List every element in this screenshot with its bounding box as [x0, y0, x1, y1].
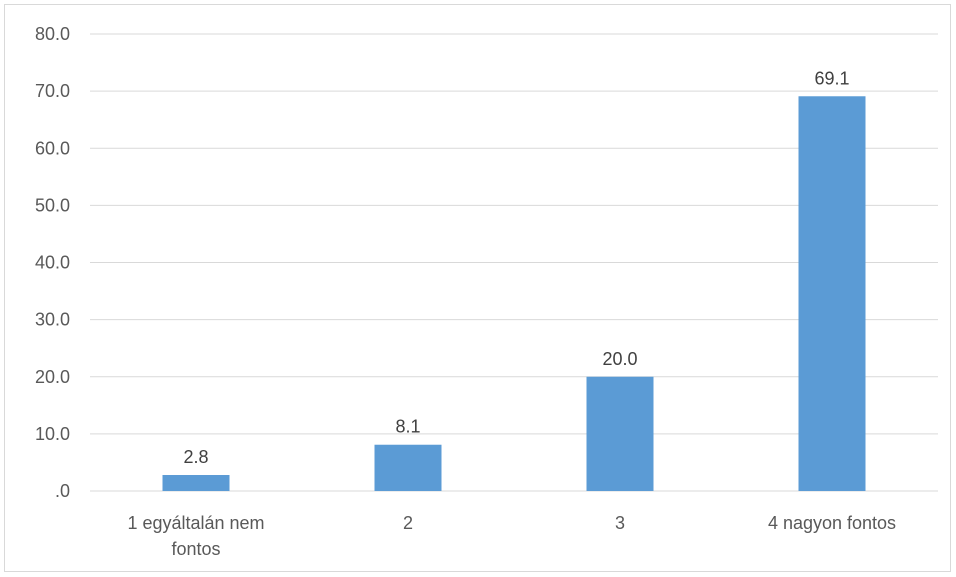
y-axis-tick-labels: .0 10.0 20.0 30.0 40.0 50.0 60.0 70.0 80.0: [35, 24, 70, 501]
y-tick-label: 60.0: [35, 138, 70, 158]
y-tick-label: 70.0: [35, 81, 70, 101]
data-label: 2.8: [183, 447, 208, 467]
y-tick-label: 40.0: [35, 253, 70, 273]
category-label-line: 4 nagyon fontos: [768, 513, 896, 533]
bar: [374, 444, 442, 491]
data-labels: 2.8 8.1 20.0 69.1: [183, 68, 849, 467]
y-tick-label: 20.0: [35, 367, 70, 387]
data-label: 20.0: [602, 349, 637, 369]
bars: [162, 96, 866, 492]
category-label-line: fontos: [171, 539, 220, 559]
category-label-line: 1 egyáltalán nem: [127, 513, 264, 533]
bar: [162, 475, 230, 491]
y-tick-label: 50.0: [35, 195, 70, 215]
category-label: 3: [615, 513, 625, 533]
category-label: 2: [403, 513, 413, 533]
y-tick-label: 30.0: [35, 310, 70, 330]
category-label-line: 2: [403, 513, 413, 533]
data-label: 8.1: [395, 417, 420, 437]
data-label: 69.1: [814, 68, 849, 88]
category-label: 4 nagyon fontos: [768, 513, 896, 533]
chart-frame: [4, 4, 951, 572]
bar: [798, 96, 866, 492]
y-tick-label: 80.0: [35, 24, 70, 44]
y-tick-label: .0: [55, 481, 70, 501]
bar: [586, 376, 654, 491]
category-label: 1 egyáltalán nem fontos: [127, 513, 264, 559]
y-tick-label: 10.0: [35, 424, 70, 444]
x-axis-category-labels: 1 egyáltalán nem fontos 2 3 4 nagyon fontos: [127, 513, 896, 559]
category-label-line: 3: [615, 513, 625, 533]
gridlines: [90, 33, 938, 492]
